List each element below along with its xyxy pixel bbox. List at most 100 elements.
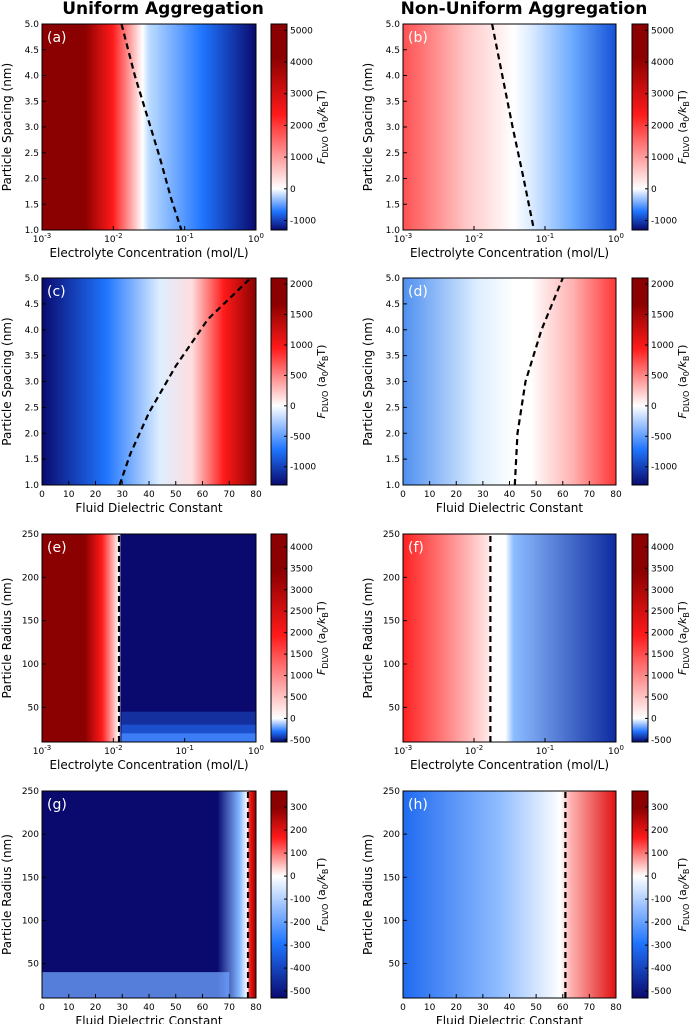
y-tick-label-c: 4.0 <box>25 326 40 336</box>
y-tick-label-d: 2.5 <box>386 403 400 413</box>
x-tick-label-h: 0 <box>400 1003 406 1013</box>
y-tick-label-d: 3.5 <box>386 352 400 362</box>
colorbar-tick-label-h: 0 <box>651 872 657 882</box>
y-tick-label-a: 2.0 <box>25 175 40 185</box>
colorbar-tick-label-g: -400 <box>290 964 311 974</box>
x-tick-label-c: 60 <box>197 490 209 500</box>
colorbar-tick-label-e: 3500 <box>290 564 313 574</box>
x-tick-label-d: 60 <box>557 490 569 500</box>
y-tick-label-d: 1.5 <box>386 455 400 465</box>
x-axis-label-f: Electrolyte Concentration (mol/L) <box>410 758 609 772</box>
colorbar-e <box>270 533 288 743</box>
colorbar-tick-label-d: 500 <box>651 371 668 381</box>
x-tick-label-d: 30 <box>477 490 489 500</box>
x-tick-label-c: 80 <box>250 490 262 500</box>
y-tick-label-f: 100 <box>383 660 400 670</box>
x-tick-label-c: 0 <box>39 490 45 500</box>
x-tick-label-h: 40 <box>504 1003 516 1013</box>
y-tick-label-c: 4.5 <box>25 300 39 310</box>
colorbar-tick-label-h: -400 <box>651 964 672 974</box>
colorbar-tick-label-b: 4000 <box>651 58 674 68</box>
heatmap-field-d <box>403 278 616 485</box>
y-tick-label-e: 100 <box>22 660 39 670</box>
y-tick-label-f: 250 <box>383 530 400 540</box>
y-tick-label-f: 50 <box>389 703 401 713</box>
x-tick-label-g: 50 <box>170 1003 182 1013</box>
y-tick-label-a: 2.5 <box>25 149 39 159</box>
y-tick-label-e: 150 <box>22 617 39 627</box>
colorbar-tick-label-c: -500 <box>290 432 311 442</box>
colorbar-h <box>631 790 649 999</box>
colorbar-tick-label-g: 200 <box>290 826 307 836</box>
panel-label-f: (f) <box>408 540 424 556</box>
colorbar-tick-label-f: 3000 <box>651 586 674 596</box>
boundary-line-c <box>118 277 252 486</box>
y-axis-label-a: Particle Spacing (nm) <box>0 63 14 191</box>
x-tick-label-g: 60 <box>197 1003 209 1013</box>
y-tick-label-a: 4.5 <box>25 46 39 56</box>
panel-e: (e) 10-3 10-2 10-1 100 50 100 150 200 250 Electrol… <box>0 530 330 772</box>
colorbar-tick-label-f: 1000 <box>651 672 674 682</box>
y-tick-label-a: 4.0 <box>25 72 40 82</box>
colorbar-label-d: FDLVO (a0/kBT) <box>676 345 691 419</box>
x-tick-label-g: 30 <box>117 1003 129 1013</box>
y-tick-label-g: 50 <box>28 960 40 970</box>
x-tick-label-c: 30 <box>117 490 129 500</box>
y-tick-label-d: 2.0 <box>386 429 401 439</box>
colorbar-tick-label-e: 2500 <box>290 607 313 617</box>
y-tick-label-b: 2.5 <box>386 149 400 159</box>
colorbar-label-b: FDLVO (a0/kBT) <box>676 90 691 164</box>
colorbar-f <box>631 533 649 743</box>
colorbar-g <box>270 790 288 999</box>
boundary-line-d <box>513 277 564 486</box>
panel-g: (g) 0 10 20 30 40 50 60 70 80 50 100 150 200 250 Fluid … <box>0 787 330 1024</box>
y-tick-label-d: 4.5 <box>386 300 400 310</box>
y-tick-label-b: 1.0 <box>386 226 401 236</box>
panel-h: (h) 0 10 20 30 40 50 60 70 80 50 100 150 200 250 Fluid … <box>361 787 691 1024</box>
colorbar-tick-label-f: 2000 <box>651 629 674 639</box>
y-tick-label-e: 50 <box>28 703 40 713</box>
colorbar-tick-label-d: -500 <box>651 432 672 442</box>
panel-label-b: (b) <box>408 30 428 46</box>
heatmap-field-e <box>42 534 256 742</box>
y-axis-label-d: Particle Spacing (nm) <box>361 317 375 445</box>
colorbar-tick-label-a: 5000 <box>290 26 313 36</box>
colorbar-tick-label-e: 1500 <box>290 650 313 660</box>
y-tick-label-a: 1.5 <box>25 200 39 210</box>
colorbar-tick-label-c: 1000 <box>290 341 313 351</box>
x-tick-label-d: 70 <box>584 490 596 500</box>
y-tick-label-d: 3.0 <box>386 378 401 388</box>
colorbar-tick-label-e: -500 <box>290 736 311 746</box>
colorbar-tick-label-d: 1000 <box>651 341 674 351</box>
y-tick-label-c: 3.5 <box>25 352 39 362</box>
y-tick-label-b: 3.0 <box>386 123 401 133</box>
x-tick-label-h: 80 <box>610 1003 622 1013</box>
colorbar-tick-label-c: 0 <box>290 402 296 412</box>
colorbar-tick-label-d: 2000 <box>651 280 674 290</box>
colorbar-tick-label-c: 500 <box>290 371 307 381</box>
colorbar-label-f: FDLVO (a0/kBT) <box>676 601 691 675</box>
x-tick-label-h: 20 <box>451 1003 463 1013</box>
colorbar-tick-label-d: 0 <box>651 402 657 412</box>
x-tick-label-d: 10 <box>424 490 436 500</box>
colorbar-tick-label-f: -500 <box>651 736 672 746</box>
x-tick-label-g: 40 <box>143 1003 155 1013</box>
x-tick-label-e: 10-2 <box>104 744 122 757</box>
colorbar-tick-label-e: 2000 <box>290 629 313 639</box>
x-tick-label-a: 10-2 <box>104 232 122 245</box>
x-axis-label-g: Fluid Dielectric Constant <box>75 1014 223 1024</box>
colorbar-tick-label-h: -500 <box>651 987 672 997</box>
x-tick-label-h: 50 <box>530 1003 542 1013</box>
x-tick-label-b: 10-2 <box>465 232 483 245</box>
x-tick-label-a: 100 <box>248 232 264 245</box>
column-title-nonuniform: Non-Uniform Aggregation <box>401 0 648 19</box>
x-tick-label-g: 10 <box>63 1003 75 1013</box>
colorbar-d <box>631 277 649 486</box>
y-tick-label-b: 2.0 <box>386 175 401 185</box>
colorbar-tick-label-e: 0 <box>290 714 296 724</box>
x-tick-label-h: 70 <box>584 1003 596 1013</box>
x-tick-label-f: 10-2 <box>465 744 483 757</box>
x-tick-label-a: 10-3 <box>33 232 51 245</box>
colorbar-tick-label-e: 1000 <box>290 672 313 682</box>
